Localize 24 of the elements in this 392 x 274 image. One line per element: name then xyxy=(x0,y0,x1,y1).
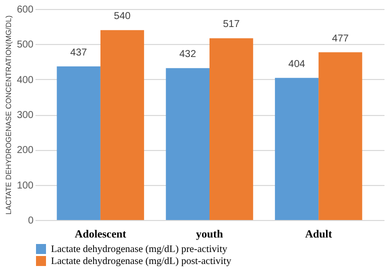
bar xyxy=(166,68,210,220)
y-tick-label: 500 xyxy=(16,40,34,51)
bar xyxy=(210,38,254,220)
y-tick-label: 300 xyxy=(16,110,34,121)
y-tick-label: 200 xyxy=(16,145,34,156)
y-tick-label: 100 xyxy=(16,180,34,192)
data-label: 432 xyxy=(179,49,196,60)
bar xyxy=(274,78,319,220)
y-tick-label: 400 xyxy=(16,74,34,86)
data-label: 517 xyxy=(222,19,240,30)
x-tick-label: youth xyxy=(196,228,223,240)
y-tick-label: 600 xyxy=(16,4,34,16)
bar xyxy=(56,66,100,220)
bar xyxy=(318,52,362,220)
bar xyxy=(100,30,144,220)
data-label: 477 xyxy=(332,33,350,44)
x-tick-label: Adult xyxy=(305,228,332,240)
legend-label: Lactate dehydrogenase (mg/dL) post-activity xyxy=(51,256,232,267)
data-label: 540 xyxy=(114,11,132,22)
legend-label: Lactate dehydrogenase (mg/dL) pre-activity xyxy=(51,244,228,255)
data-label: 437 xyxy=(70,47,88,58)
data-label: 404 xyxy=(288,58,306,70)
y-tick-label: 0 xyxy=(28,216,34,226)
x-tick-label: Adolescent xyxy=(74,228,126,240)
